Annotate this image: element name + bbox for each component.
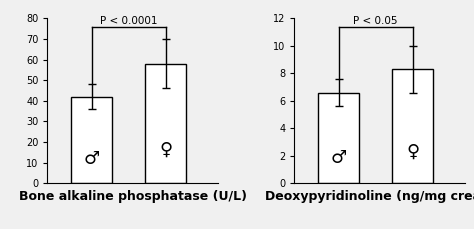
X-axis label: Bone alkaline phosphatase (U/L): Bone alkaline phosphatase (U/L) xyxy=(18,190,246,203)
Text: ♀: ♀ xyxy=(159,141,173,159)
Text: P < 0.0001: P < 0.0001 xyxy=(100,16,157,26)
Bar xyxy=(72,97,112,183)
Text: P < 0.05: P < 0.05 xyxy=(354,16,398,26)
Bar xyxy=(392,69,433,183)
X-axis label: Deoxypyridinoline (ng/mg creat): Deoxypyridinoline (ng/mg creat) xyxy=(265,190,474,203)
Text: ♂: ♂ xyxy=(84,150,100,168)
Bar xyxy=(319,93,359,183)
Bar xyxy=(146,64,186,183)
Text: ♀: ♀ xyxy=(406,142,419,160)
Text: ♂: ♂ xyxy=(331,149,347,167)
